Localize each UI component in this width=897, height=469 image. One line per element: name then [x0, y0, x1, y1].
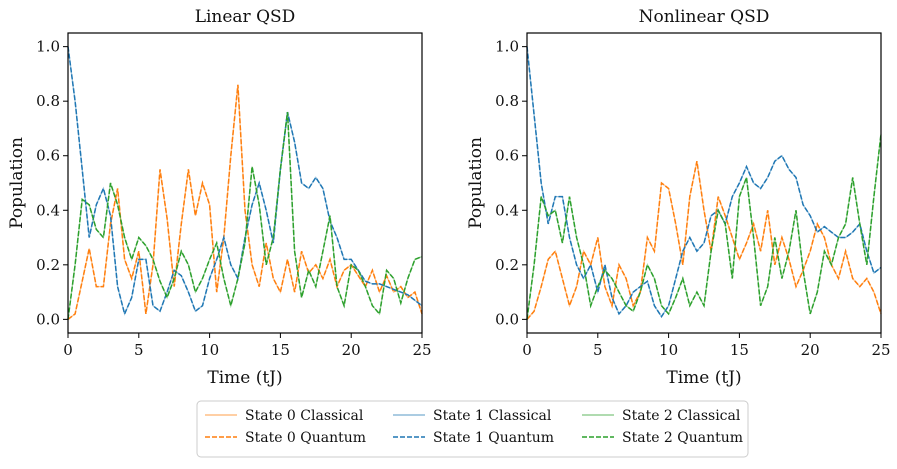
series-line-state-2-classical-linear	[67, 112, 423, 320]
plot-area-linear: 0 5 10 15 20 25 0.0 0.2 0.4 0.6 0.8 1.0	[36, 38, 431, 359]
legend-label-state-1-quantum: State 1 Quantum	[433, 430, 554, 446]
chart-title-nonlinear: Nonlinear QSD	[639, 7, 770, 27]
y-tick-label: 0.0	[36, 310, 60, 328]
legend-label-state-0-classical: State 0 Classical	[245, 408, 364, 424]
y-tick-label: 0.0	[495, 310, 519, 328]
x-tick-label: 5	[593, 341, 603, 359]
axes-frame-linear	[67, 32, 423, 334]
legend-label-state-2-quantum: State 2 Quantum	[622, 430, 743, 446]
axes-frame-nonlinear	[526, 32, 882, 334]
panel-linear-qsd: Linear QSD 0 5 10 15 20 250.00.20.40.60.81.0 …	[7, 7, 432, 388]
y-tick-label: 0.6	[495, 147, 519, 165]
legend-label-state-1-classical: State 1 Classical	[433, 408, 552, 424]
y-tick-label: 0.2	[495, 256, 519, 274]
x-tick-label: 5	[134, 341, 144, 359]
chart-title-linear: Linear QSD	[195, 7, 296, 27]
x-axis-label-nonlinear: Time (tJ)	[666, 368, 741, 388]
legend-label-state-2-classical: State 2 Classical	[622, 408, 741, 424]
legend: State 0 Classical State 0 Quantum State 1 …	[196, 400, 749, 458]
series-line-state-1-classical-nonlinear	[526, 46, 882, 318]
series-line-state-2-classical-nonlinear	[526, 133, 882, 320]
y-axis-label-nonlinear: Population	[466, 137, 486, 229]
x-tick-label: 10	[659, 341, 678, 359]
series-line-state-1-quantum-nonlinear	[526, 46, 882, 318]
x-tick-label: 15	[730, 341, 749, 359]
x-tick-label: 0	[522, 341, 532, 359]
series-line-state-2-quantum-linear	[67, 112, 423, 320]
y-axis-label-linear: Population	[7, 137, 27, 229]
x-tick-label: 0	[63, 341, 73, 359]
legend-label-state-0-quantum: State 0 Quantum	[245, 430, 366, 446]
x-tick-label: 10	[200, 341, 219, 359]
y-tick-label: 0.4	[495, 201, 519, 219]
x-tick-label: 25	[412, 341, 431, 359]
series-line-state-0-quantum-linear	[67, 84, 423, 320]
y-tick-label: 1.0	[36, 38, 60, 56]
panel-nonlinear-qsd: Nonlinear QSD 0 5 10 15 20 25 0.0 0.2 0.4 0.6 0.8 1…	[466, 7, 891, 388]
x-axis-label-linear: Time (tJ)	[207, 368, 282, 388]
legend-entries: State 0 Classical State 0 Quantum State 1 …	[205, 408, 743, 446]
series-line-state-1-classical-linear	[67, 46, 423, 316]
y-tick-label: 1.0	[495, 38, 519, 56]
plot-area-nonlinear: 0 5 10 15 20 25 0.0 0.2 0.4 0.6 0.8 1.0	[495, 38, 890, 359]
x-tick-label: 20	[342, 341, 361, 359]
series-line-state-0-quantum-nonlinear	[526, 161, 882, 320]
series-line-state-1-quantum-linear	[67, 46, 423, 317]
x-tick-label: 20	[801, 341, 820, 359]
x-tick-label: 15	[271, 341, 290, 359]
x-tick-label: 25	[871, 341, 890, 359]
y-tick-label: 0.4	[36, 201, 60, 219]
y-tick-label: 0.6	[36, 147, 60, 165]
series-line-state-2-quantum-nonlinear	[526, 133, 882, 320]
y-tick-label: 0.2	[36, 256, 60, 274]
y-tick-label: 0.8	[36, 92, 60, 110]
y-tick-label: 0.8	[495, 92, 519, 110]
